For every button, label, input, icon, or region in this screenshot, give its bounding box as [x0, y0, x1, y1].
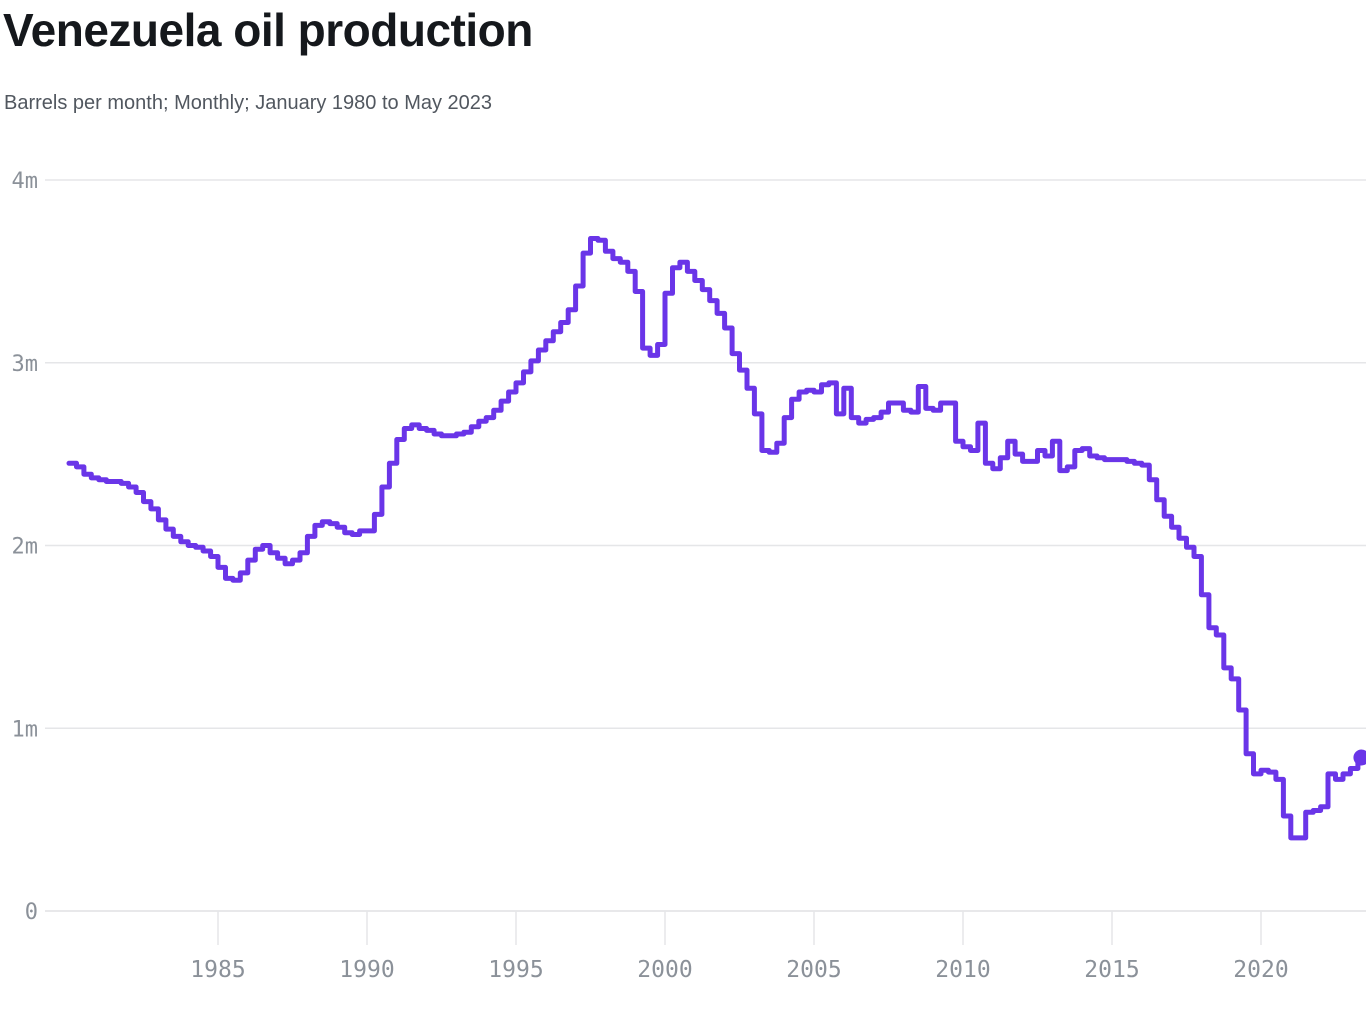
latest-value-dot: [1353, 749, 1366, 766]
y-axis-tick-label: 1m: [12, 717, 39, 742]
y-axis-tick-label: 4m: [12, 169, 39, 194]
production-line-series: [66, 236, 1364, 841]
page-title: Venezuela oil production: [3, 4, 533, 56]
x-axis-tick-label: 2020: [1233, 957, 1288, 983]
x-axis-tick-label: 1995: [488, 957, 543, 983]
x-axis-tick-label: 2010: [935, 957, 990, 983]
chart-header: Venezuela oil production Barrels per mon…: [3, 0, 533, 114]
y-axis-tick-label: 3m: [12, 352, 39, 377]
x-axis-tick-label: 2000: [637, 957, 692, 983]
x-axis-tick-label: 2015: [1084, 957, 1139, 983]
y-axis-tick-label: 0: [25, 900, 38, 925]
x-axis-tick-label: 1985: [190, 957, 245, 983]
x-axis-tick-label: 2005: [786, 957, 841, 983]
y-axis-tick-label: 2m: [12, 535, 39, 560]
x-axis-tick-label: 1990: [339, 957, 394, 983]
chart-subtitle: Barrels per month; Monthly; January 1980…: [4, 92, 493, 114]
